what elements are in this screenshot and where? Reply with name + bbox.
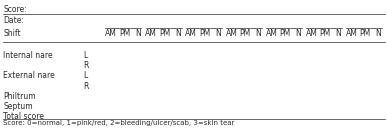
Text: PM: PM (199, 29, 210, 38)
Text: AM: AM (265, 29, 277, 38)
Text: Score:: Score: (3, 5, 27, 14)
Text: AM: AM (105, 29, 117, 38)
Text: Internal nare: Internal nare (3, 51, 53, 60)
Text: N: N (375, 29, 381, 38)
Text: AM: AM (226, 29, 237, 38)
Text: Date:: Date: (3, 16, 24, 25)
Text: N: N (255, 29, 261, 38)
Text: AM: AM (306, 29, 317, 38)
Text: Shift: Shift (3, 29, 21, 38)
Text: Total score: Total score (3, 112, 44, 121)
Text: N: N (336, 29, 341, 38)
Text: PM: PM (319, 29, 330, 38)
Text: N: N (215, 29, 221, 38)
Text: N: N (175, 29, 181, 38)
Text: AM: AM (185, 29, 197, 38)
Text: PM: PM (119, 29, 130, 38)
Text: R: R (83, 82, 89, 91)
Text: Philtrum: Philtrum (3, 92, 36, 101)
Text: PM: PM (239, 29, 250, 38)
Text: AM: AM (145, 29, 157, 38)
Text: L: L (83, 51, 87, 60)
Text: R: R (83, 61, 89, 70)
Text: PM: PM (279, 29, 291, 38)
Text: Score: 0=normal, 1=pink/red, 2=bleeding/ulcer/scab, 3=skin tear: Score: 0=normal, 1=pink/red, 2=bleeding/… (3, 120, 235, 126)
Text: N: N (295, 29, 301, 38)
Text: External nare: External nare (3, 71, 55, 80)
Text: Septum: Septum (3, 102, 33, 111)
Text: N: N (135, 29, 141, 38)
Text: AM: AM (346, 29, 358, 38)
Text: L: L (83, 71, 87, 80)
Text: PM: PM (159, 29, 170, 38)
Text: PM: PM (360, 29, 371, 38)
